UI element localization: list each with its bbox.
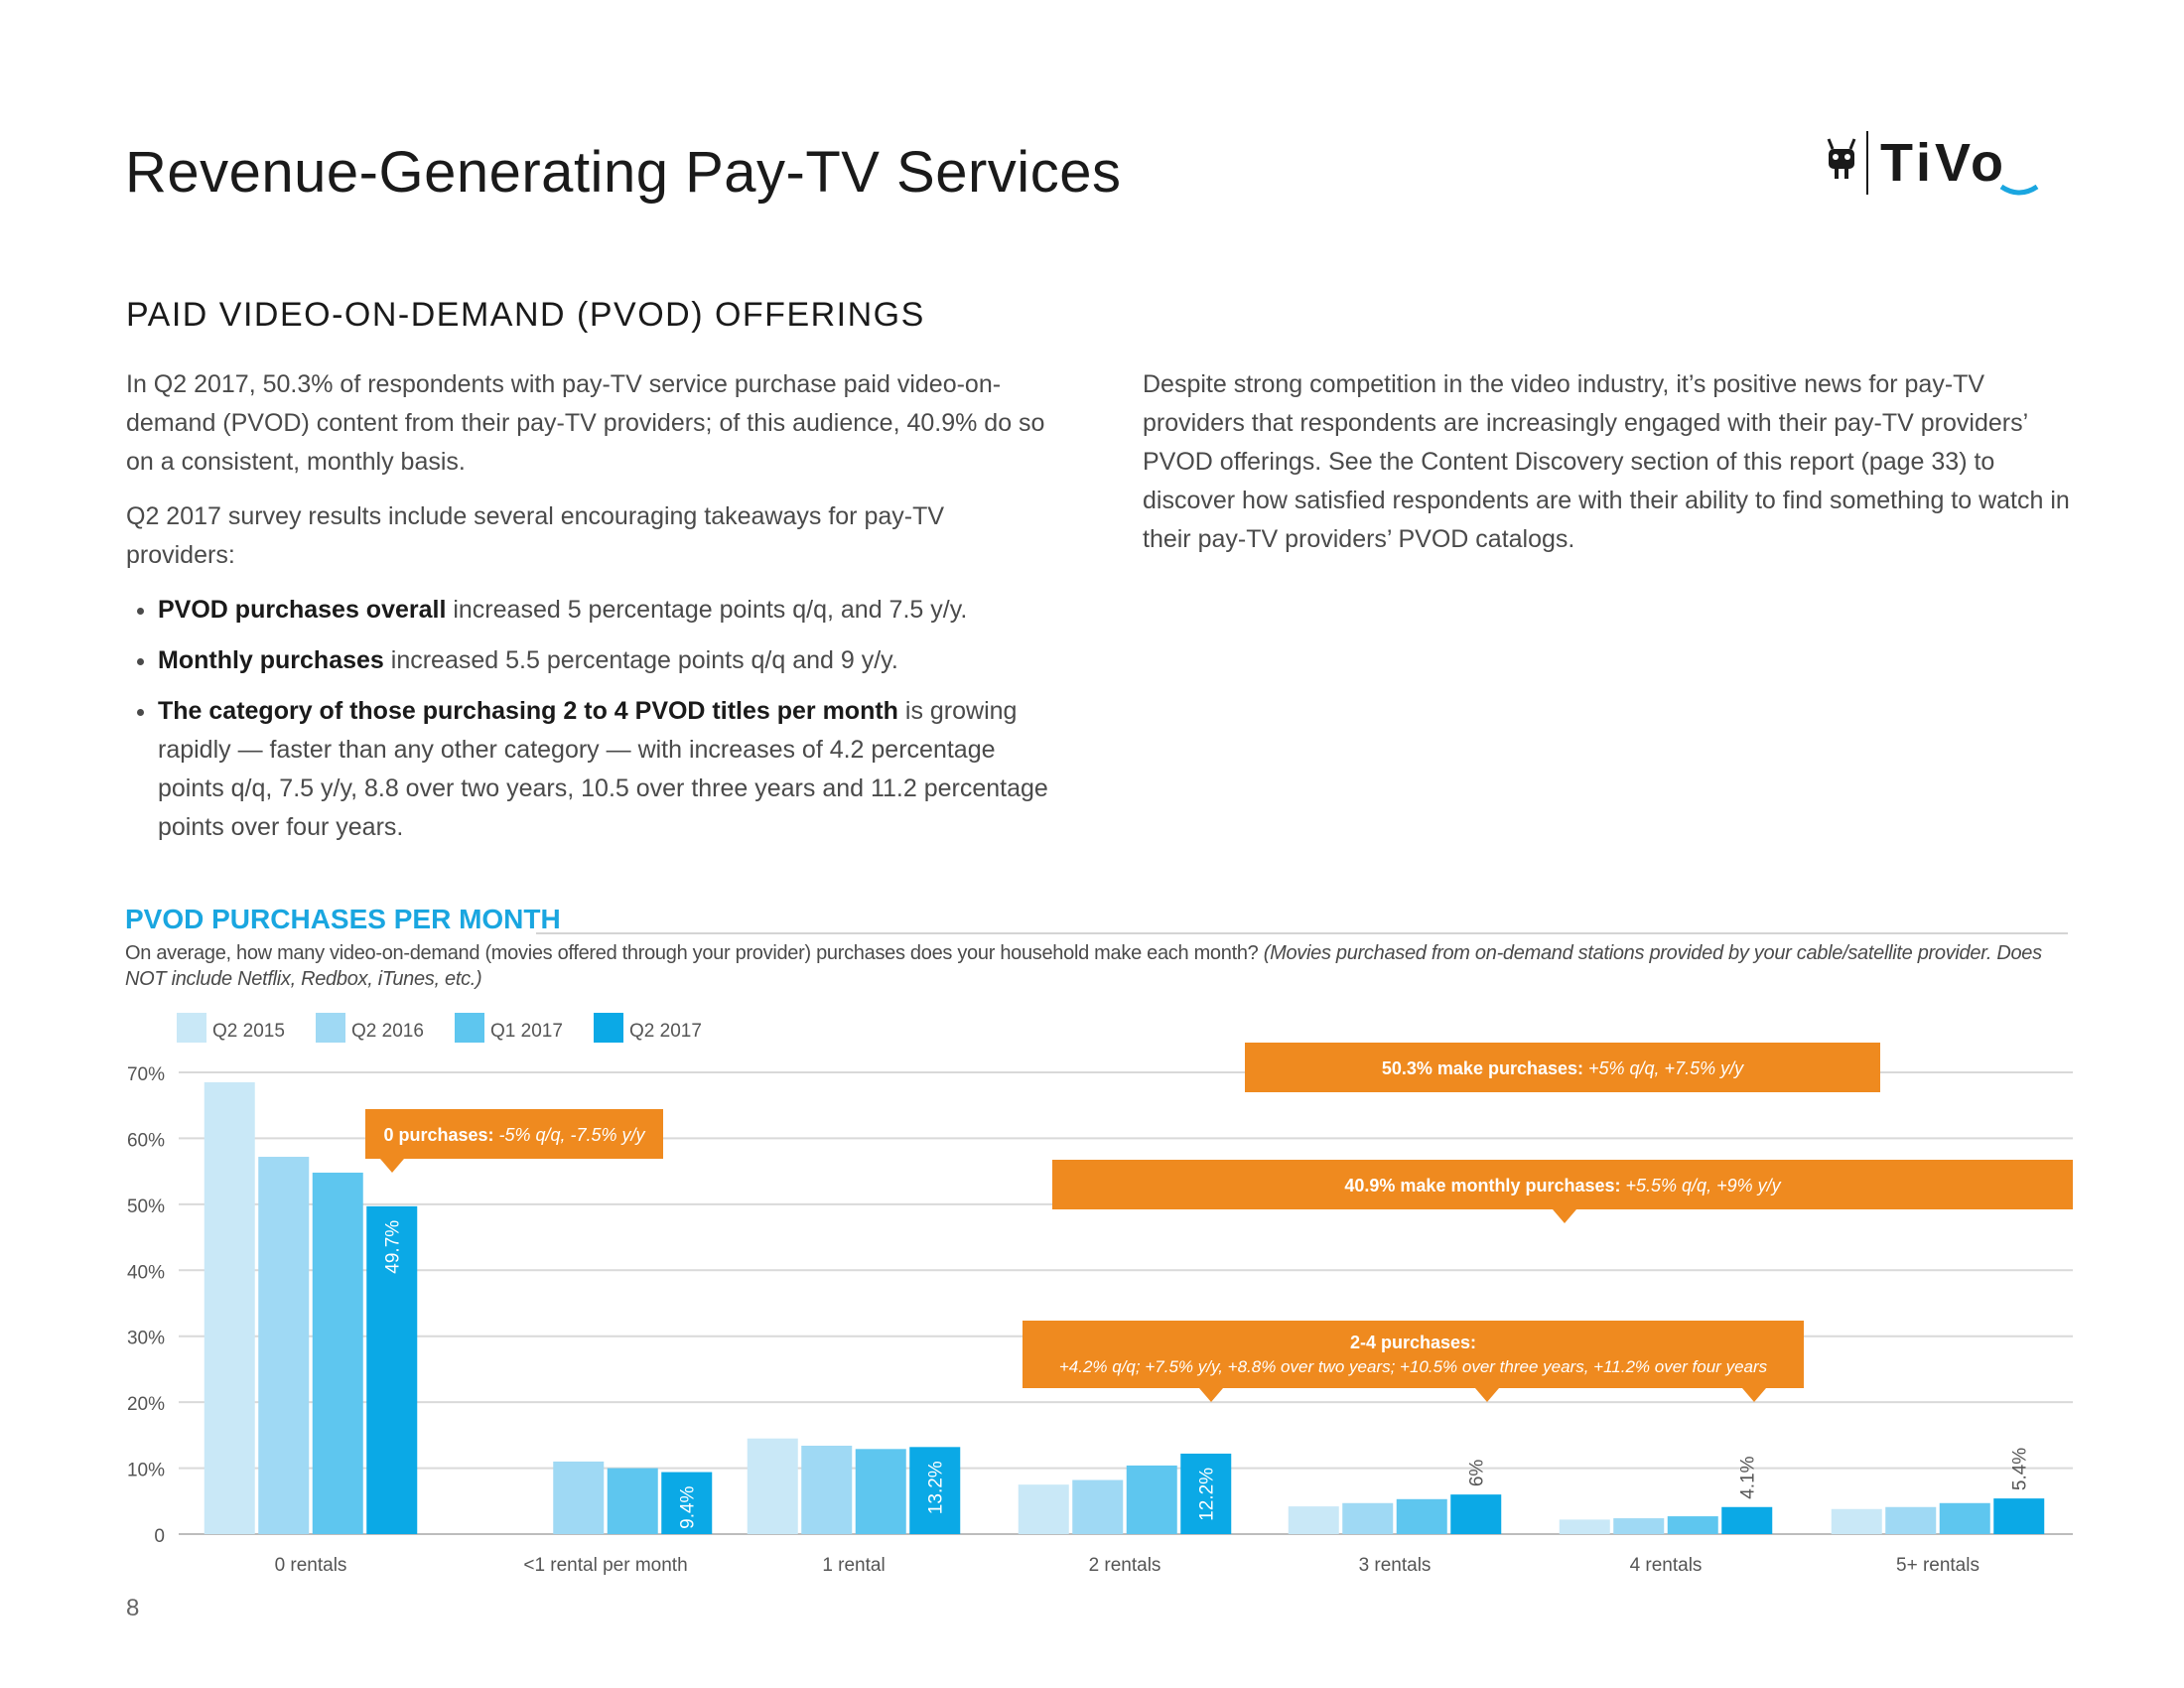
legend-swatch — [177, 1013, 206, 1043]
y-tick-label: 40% — [127, 1262, 165, 1283]
bar — [553, 1461, 605, 1534]
bar — [1831, 1508, 1882, 1534]
data-label: 13.2% — [926, 1461, 947, 1514]
tivo-logo: TiVo — [1827, 131, 2039, 196]
callout-box — [1052, 1160, 2073, 1209]
callout-text: 2-4 purchases: — [1350, 1333, 1476, 1352]
page-number: 8 — [126, 1595, 140, 1621]
takeaways-list: PVOD purchases overall increased 5 perce… — [126, 591, 1059, 847]
legend-swatch — [594, 1013, 623, 1043]
data-label: 9.4% — [678, 1485, 699, 1528]
bar — [1613, 1518, 1665, 1534]
right-column-text: Despite strong competition in the video … — [1143, 365, 2076, 575]
chart-title: PVOD PURCHASES PER MONTH — [125, 904, 561, 934]
data-label: 5.4% — [2010, 1448, 2031, 1490]
data-label: 4.1% — [1738, 1456, 1759, 1498]
y-tick-label: 10% — [127, 1461, 165, 1481]
bar — [661, 1472, 713, 1534]
y-tick-label: 30% — [127, 1329, 165, 1349]
svg-text:TiVo: TiVo — [1880, 133, 2007, 193]
callout-pointer — [380, 1159, 404, 1173]
bar — [1342, 1502, 1394, 1534]
callout-pointer — [1199, 1388, 1223, 1402]
bar — [747, 1438, 798, 1534]
callout-box — [1245, 1043, 1880, 1092]
bar — [607, 1468, 658, 1534]
legend-swatch — [316, 1013, 345, 1043]
bar — [1559, 1519, 1610, 1534]
bar — [1126, 1465, 1177, 1534]
data-label: 49.7% — [383, 1220, 404, 1274]
bar — [1072, 1479, 1124, 1534]
x-tick-label: <1 rental per month — [523, 1555, 687, 1576]
callout-text: 40.9% make monthly purchases: +5.5% q/q,… — [1344, 1176, 1781, 1196]
section-heading: PAID VIDEO-ON-DEMAND (PVOD) OFFERINGS — [126, 296, 925, 334]
callout-text: 50.3% make purchases: +5% q/q, +7.5% y/y — [1382, 1058, 1744, 1078]
callout-pointer — [1742, 1388, 1766, 1402]
bar — [204, 1081, 255, 1534]
bar — [801, 1445, 853, 1534]
x-tick-label: 5+ rentals — [1896, 1555, 1979, 1576]
legend-label: Q2 2016 — [351, 1021, 424, 1042]
bar — [1396, 1498, 1447, 1534]
bar — [1885, 1506, 1937, 1534]
list-item: The category of those purchasing 2 to 4 … — [158, 692, 1059, 847]
tivo-mascot-icon — [1827, 138, 1856, 179]
bar — [1180, 1453, 1232, 1534]
x-tick-label: 0 rentals — [275, 1555, 347, 1576]
bar — [1939, 1502, 1990, 1534]
bar — [1993, 1498, 2045, 1534]
callout-box — [365, 1109, 663, 1159]
list-item: Monthly purchases increased 5.5 percenta… — [158, 641, 1059, 680]
y-tick-label: 50% — [127, 1196, 165, 1217]
bar — [1018, 1484, 1069, 1534]
callout-pointer — [1553, 1209, 1576, 1223]
bar — [1667, 1516, 1718, 1534]
y-tick-label: 70% — [127, 1064, 165, 1085]
legend-label: Q2 2017 — [629, 1021, 702, 1042]
bar — [1721, 1506, 1773, 1534]
bar — [258, 1157, 310, 1534]
callout-box — [1023, 1321, 1804, 1388]
bar — [1450, 1494, 1502, 1534]
legend-swatch — [455, 1013, 484, 1043]
list-item: PVOD purchases overall increased 5 perce… — [158, 591, 1059, 630]
x-tick-label: 2 rentals — [1089, 1555, 1161, 1576]
y-tick-label: 20% — [127, 1394, 165, 1415]
legend-label: Q1 2017 — [490, 1021, 563, 1042]
paragraph: Despite strong competition in the video … — [1143, 370, 2070, 553]
bar — [909, 1447, 961, 1534]
chart-title-divider — [536, 932, 2068, 934]
page-title: Revenue-Generating Pay-TV Services — [125, 140, 1122, 205]
legend-label: Q2 2015 — [212, 1021, 285, 1042]
x-tick-label: 1 rental — [822, 1555, 885, 1576]
y-tick-label: 60% — [127, 1130, 165, 1151]
bar — [855, 1449, 906, 1534]
paragraph: Q2 2017 survey results include several e… — [126, 502, 945, 569]
x-tick-label: 3 rentals — [1359, 1555, 1432, 1576]
callout-text: 0 purchases: -5% q/q, -7.5% y/y — [383, 1125, 645, 1145]
callout-text: +4.2% q/q; +7.5% y/y, +8.8% over two yea… — [1059, 1357, 1768, 1376]
data-label: 12.2% — [1197, 1468, 1218, 1521]
data-label: 6% — [1467, 1460, 1488, 1487]
x-tick-label: 4 rentals — [1630, 1555, 1703, 1576]
bar — [1288, 1506, 1339, 1534]
callout-pointer — [1475, 1388, 1499, 1402]
y-tick-label: 0 — [154, 1526, 165, 1547]
left-column-text: In Q2 2017, 50.3% of respondents with pa… — [126, 365, 1059, 859]
paragraph: In Q2 2017, 50.3% of respondents with pa… — [126, 370, 1045, 476]
bar — [312, 1172, 363, 1534]
bar — [366, 1205, 418, 1534]
chart-question: On average, how many video-on-demand (mo… — [125, 942, 2042, 990]
